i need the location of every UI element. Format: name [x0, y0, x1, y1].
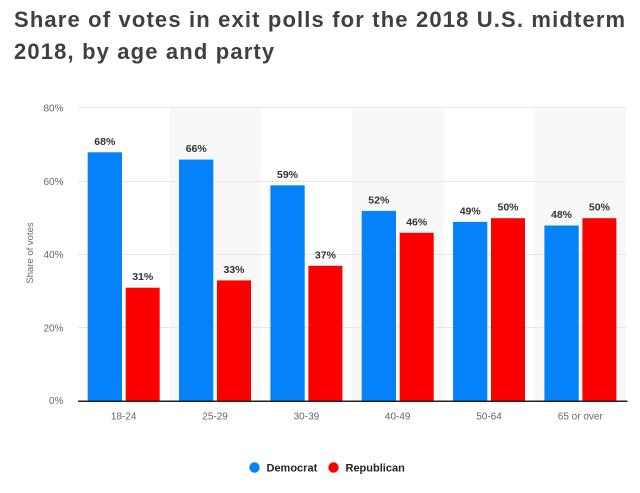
svg-text:25-29: 25-29 [202, 412, 228, 423]
svg-text:80%: 80% [43, 104, 63, 115]
svg-text:66%: 66% [186, 143, 208, 155]
svg-text:50-64: 50-64 [476, 412, 502, 423]
svg-text:46%: 46% [406, 216, 428, 228]
svg-text:40-49: 40-49 [385, 412, 411, 423]
svg-text:18-24: 18-24 [111, 412, 137, 423]
svg-text:0%: 0% [49, 396, 64, 407]
svg-text:50%: 50% [589, 202, 611, 214]
svg-text:Democrat: Democrat [267, 463, 318, 475]
svg-text:49%: 49% [460, 205, 482, 217]
svg-text:30-39: 30-39 [294, 412, 320, 423]
svg-text:40%: 40% [43, 250, 63, 261]
svg-text:Share of votes: Share of votes [25, 222, 36, 284]
svg-text:59%: 59% [277, 169, 299, 181]
svg-text:60%: 60% [43, 177, 63, 188]
svg-text:48%: 48% [551, 209, 573, 221]
svg-text:50%: 50% [497, 202, 519, 214]
svg-text:37%: 37% [315, 249, 337, 261]
svg-text:52%: 52% [368, 194, 390, 206]
svg-text:31%: 31% [132, 271, 154, 283]
svg-text:20%: 20% [43, 324, 63, 335]
svg-text:65 or over: 65 or over [558, 412, 604, 423]
svg-text:Republican: Republican [346, 463, 406, 475]
svg-text:33%: 33% [223, 264, 245, 276]
svg-text:68%: 68% [94, 136, 116, 148]
